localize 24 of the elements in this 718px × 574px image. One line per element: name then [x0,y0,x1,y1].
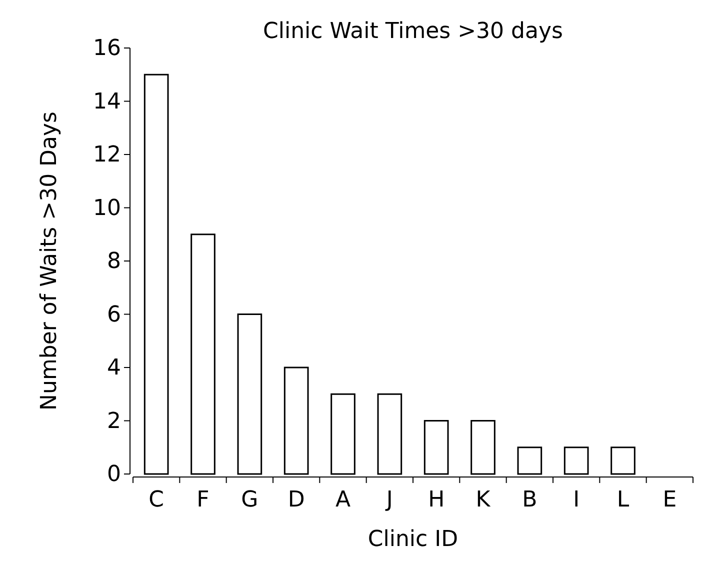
x-tick-label: A [335,488,351,513]
x-tick-label: K [476,488,491,513]
x-tick-label: F [196,488,210,513]
x-axis-title: Clinic ID [368,527,458,552]
y-tick-label: 12 [93,142,121,168]
x-tick-label: C [148,488,164,513]
y-tick-label: 0 [107,462,121,488]
y-tick-label: 8 [107,249,121,274]
y-tick-label: 2 [107,408,121,434]
y-axis-title: Number of Waits >30 Days [37,112,62,410]
y-tick-label: 14 [93,89,121,114]
x-tick-label: D [288,488,305,513]
x-tick-label: G [241,488,258,513]
x-tick-label: I [573,488,580,513]
x-tick-label: L [616,488,630,513]
x-tick-label: J [384,488,393,513]
x-tick-label: B [522,488,538,513]
y-tick-label: 10 [93,196,121,221]
x-tick-label: E [662,488,677,513]
y-tick-label: 16 [93,36,121,62]
y-tick-label: 4 [107,356,121,381]
chart-title: Clinic Wait Times >30 days [263,19,563,44]
x-tick-label: H [428,488,445,513]
y-tick-label: 6 [107,302,121,328]
